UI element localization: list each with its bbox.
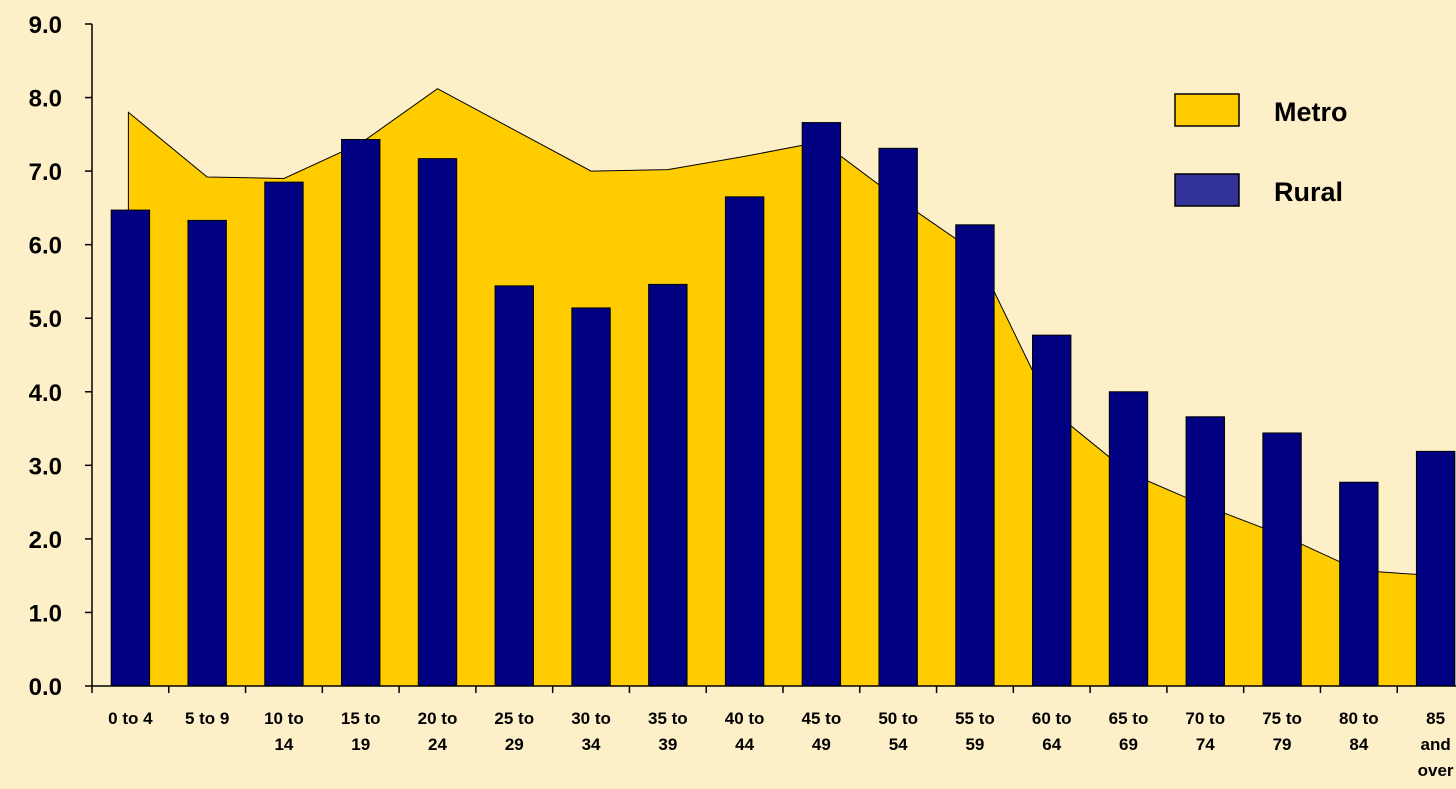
rural-bar xyxy=(878,147,918,687)
rural-bar xyxy=(417,158,458,687)
x-tick-label: 10 to 14 xyxy=(264,709,304,754)
rural-bars xyxy=(110,122,1456,687)
x-tick-label: 20 to 24 xyxy=(418,709,458,754)
rural-bar xyxy=(571,307,611,687)
rural-bar xyxy=(648,283,688,687)
x-tick-label: 0 to 4 xyxy=(108,709,153,728)
rural-bar xyxy=(955,224,995,687)
x-tick-label: 5 to 9 xyxy=(185,709,229,728)
y-tick-label: 1.0 xyxy=(29,600,62,627)
y-tick-label: 2.0 xyxy=(29,527,62,554)
x-tick-label: 55 to 59 xyxy=(955,709,995,754)
x-axis-ticks: 0 to 4 5 to 9 10 to 14 15 to 19 20 to 24 25 to 29… xyxy=(91,686,1454,780)
rural-bar xyxy=(1185,416,1225,687)
rural-bar xyxy=(1339,481,1379,687)
x-tick-label: 15 to 19 xyxy=(341,709,381,754)
x-tick-label: 70 to 74 xyxy=(1185,709,1225,754)
rural-bar xyxy=(110,209,151,687)
x-tick-label: 75 to 79 xyxy=(1262,709,1302,754)
x-tick-label: 45 to 49 xyxy=(802,709,842,754)
rural-bar xyxy=(801,122,842,687)
y-tick-label: 9.0 xyxy=(29,12,62,39)
plot-area: 0.0 1.0 2.0 3.0 4.0 5.0 6.0 7.0 8.0 9.0 0 to 4 5 t… xyxy=(29,12,1456,780)
rural-bar xyxy=(187,219,227,687)
y-tick-label: 8.0 xyxy=(29,86,62,113)
y-tick-label: 7.0 xyxy=(29,159,62,186)
x-tick-label: 35 to 39 xyxy=(648,709,688,754)
rural-bar xyxy=(494,285,534,687)
y-tick-label: 3.0 xyxy=(29,453,62,480)
y-tick-label: 0.0 xyxy=(29,674,62,701)
x-tick-label: 40 to 44 xyxy=(725,709,765,754)
x-tick-label: 80 to 84 xyxy=(1339,709,1379,754)
y-axis-ticks: 0.0 1.0 2.0 3.0 4.0 5.0 6.0 7.0 8.0 9.0 xyxy=(29,12,92,701)
x-tick-label: 30 to 34 xyxy=(571,709,611,754)
rural-bar xyxy=(1108,391,1149,687)
rural-bar xyxy=(264,181,304,687)
x-tick-label: 60 to 64 xyxy=(1032,709,1072,754)
rural-bar xyxy=(1415,450,1456,687)
rural-bar xyxy=(724,196,765,687)
x-tick-label: 50 to 54 xyxy=(878,709,918,754)
y-tick-label: 5.0 xyxy=(29,306,62,333)
x-tick-label: 65 to 69 xyxy=(1109,709,1149,754)
rural-bar xyxy=(1032,334,1072,687)
x-tick-label: 25 to 29 xyxy=(494,709,534,754)
legend-swatch-metro xyxy=(1174,93,1240,127)
rural-bar xyxy=(1262,432,1302,687)
legend-swatch-rural xyxy=(1174,173,1240,207)
y-tick-label: 6.0 xyxy=(29,233,62,260)
y-tick-label: 4.0 xyxy=(29,380,62,407)
rural-bar xyxy=(341,138,381,687)
legend-label-metro: Metro xyxy=(1274,97,1348,127)
legend: Metro Rural xyxy=(1174,93,1348,207)
legend-label-rural: Rural xyxy=(1274,177,1343,207)
x-tick-label: 85 and over xyxy=(1418,709,1454,780)
